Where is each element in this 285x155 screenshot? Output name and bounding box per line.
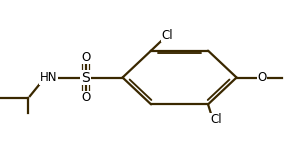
Text: O: O — [258, 71, 267, 84]
Text: S: S — [81, 71, 90, 84]
Text: HN: HN — [40, 71, 57, 84]
Text: Cl: Cl — [210, 113, 221, 126]
Text: Cl: Cl — [162, 29, 173, 42]
Text: O: O — [81, 91, 90, 104]
Text: O: O — [81, 51, 90, 64]
